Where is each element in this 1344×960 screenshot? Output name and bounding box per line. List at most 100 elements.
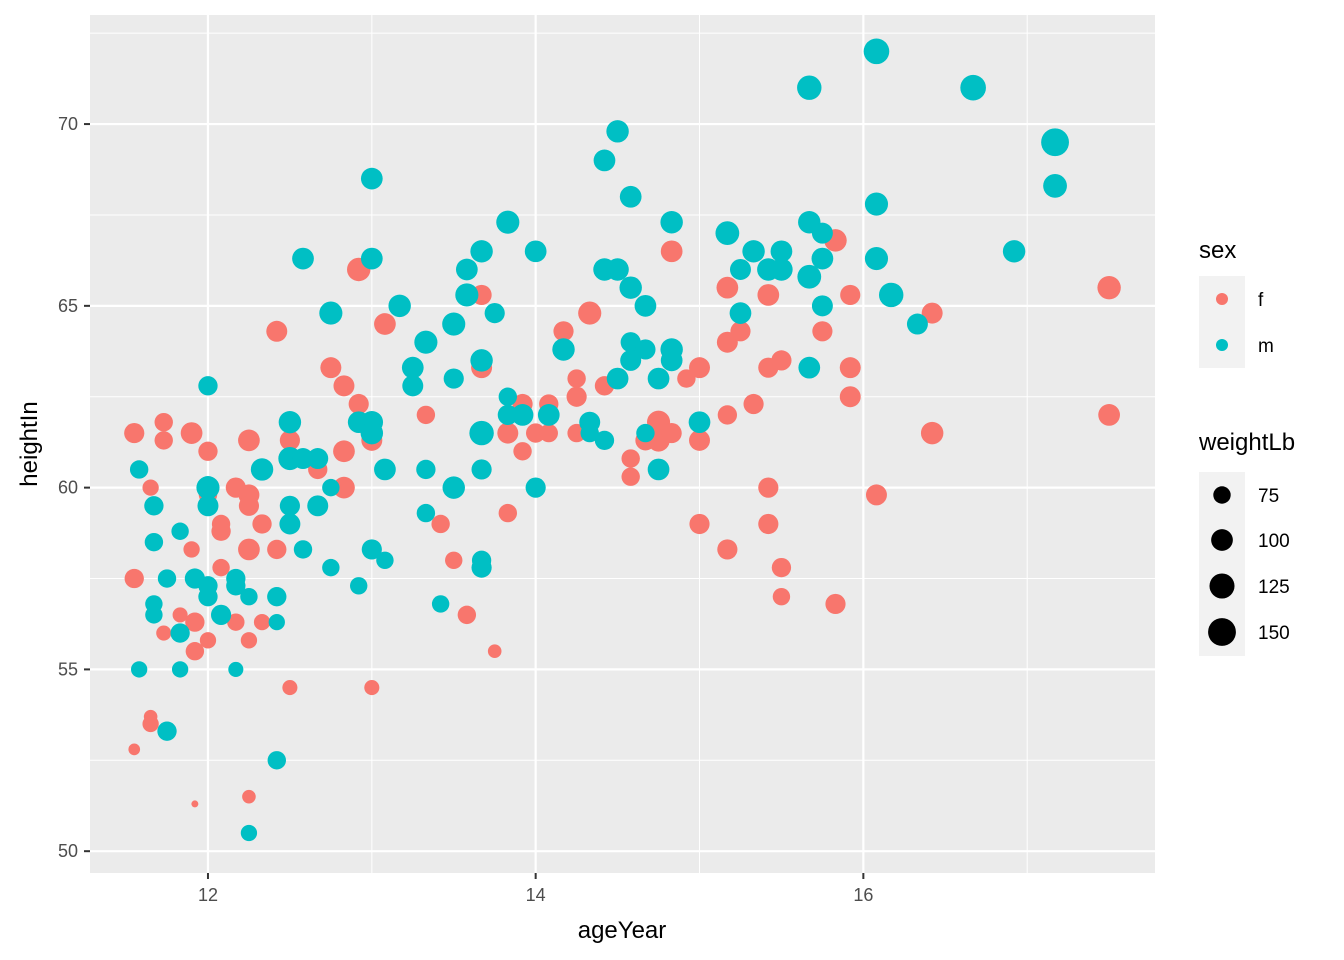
data-point-f xyxy=(282,680,298,696)
x-axis-title: ageYear xyxy=(578,917,667,944)
data-point-f xyxy=(1097,275,1121,300)
data-point-f xyxy=(457,605,477,625)
data-point-f xyxy=(227,613,245,631)
data-point-m xyxy=(171,522,189,540)
data-point-m xyxy=(647,367,670,390)
data-point-m xyxy=(360,421,384,445)
data-point-m xyxy=(471,459,492,480)
data-point-f xyxy=(191,800,199,808)
data-point-m xyxy=(552,338,575,361)
data-point-m xyxy=(228,661,244,677)
data-point-m xyxy=(197,495,219,517)
data-point-f xyxy=(172,607,188,623)
data-point-f xyxy=(661,423,682,444)
data-point-f xyxy=(689,429,710,451)
data-point-m xyxy=(470,349,493,372)
legend-label-100: 100 xyxy=(1258,531,1290,552)
data-point-m xyxy=(729,302,752,324)
data-point-m xyxy=(292,448,314,470)
data-point-m xyxy=(319,301,343,325)
data-point-f xyxy=(758,477,779,498)
data-point-f xyxy=(689,513,710,535)
data-point-m xyxy=(279,495,300,516)
data-point-m xyxy=(455,283,479,307)
legend-weight-title: weightLb xyxy=(1198,429,1295,456)
data-point-f xyxy=(621,467,640,486)
data-point-f xyxy=(920,421,944,445)
data-point-f xyxy=(185,612,205,632)
data-point-m xyxy=(278,410,302,434)
data-point-f xyxy=(771,350,792,371)
data-point-m xyxy=(960,74,986,101)
data-point-f xyxy=(240,632,258,649)
legend-key-f xyxy=(1216,293,1228,305)
data-point-m xyxy=(470,240,493,263)
data-point-f xyxy=(497,422,519,444)
data-point-m xyxy=(620,349,642,371)
data-point-f xyxy=(212,558,230,577)
data-point-m xyxy=(374,458,396,481)
data-point-m xyxy=(797,75,822,100)
data-point-f xyxy=(267,539,287,560)
data-point-f xyxy=(416,405,436,425)
data-point-f xyxy=(154,412,173,432)
data-point-f xyxy=(717,539,738,560)
data-point-m xyxy=(593,149,616,172)
data-point-f xyxy=(238,538,260,561)
data-point-m xyxy=(376,551,394,570)
data-point-m xyxy=(1002,240,1026,263)
data-point-m xyxy=(511,404,534,426)
data-point-m xyxy=(537,404,560,426)
data-point-f xyxy=(238,429,260,452)
data-point-m xyxy=(471,557,492,578)
data-point-m xyxy=(402,375,424,397)
data-point-m xyxy=(524,240,547,263)
data-point-m xyxy=(770,258,793,281)
data-point-m xyxy=(171,661,189,678)
data-point-m xyxy=(906,313,928,335)
data-point-f xyxy=(431,514,450,534)
data-point-m xyxy=(863,38,890,65)
data-point-f xyxy=(142,715,159,733)
data-point-m xyxy=(484,303,505,324)
data-point-f xyxy=(539,423,558,443)
data-point-m xyxy=(798,356,821,379)
data-point-m xyxy=(145,606,163,624)
data-point-m xyxy=(496,210,520,234)
data-point-f xyxy=(513,442,532,461)
y-tick-label: 55 xyxy=(58,659,78,679)
data-point-f xyxy=(253,613,271,631)
data-point-m xyxy=(240,824,258,842)
data-point-f xyxy=(772,587,791,606)
data-point-f xyxy=(567,423,586,443)
data-point-m xyxy=(660,349,683,372)
data-point-m xyxy=(401,356,424,379)
data-point-m xyxy=(414,330,438,354)
data-point-m xyxy=(619,185,642,208)
data-point-m xyxy=(469,420,494,446)
data-point-m xyxy=(443,368,464,389)
legend-label-f: f xyxy=(1258,290,1264,311)
data-point-m xyxy=(594,430,615,451)
data-point-m xyxy=(660,211,683,234)
data-point-m xyxy=(157,721,177,741)
data-point-m xyxy=(634,294,657,317)
data-point-m xyxy=(864,192,889,216)
data-point-m xyxy=(198,587,218,607)
data-point-m xyxy=(455,258,478,281)
data-point-m xyxy=(322,478,340,497)
legend-label-125: 125 xyxy=(1258,577,1290,598)
data-point-f xyxy=(348,393,369,415)
data-point-m xyxy=(1043,173,1067,198)
data-point-m xyxy=(797,264,822,289)
data-point-f xyxy=(771,557,792,578)
data-point-m xyxy=(742,240,765,263)
x-tick-label: 12 xyxy=(198,885,218,905)
y-tick-label: 65 xyxy=(58,296,78,316)
data-point-m xyxy=(307,495,329,517)
data-point-f xyxy=(717,405,738,425)
data-point-f xyxy=(567,369,586,388)
data-point-m xyxy=(442,312,466,336)
data-point-f xyxy=(730,321,751,342)
data-point-m xyxy=(144,496,164,516)
